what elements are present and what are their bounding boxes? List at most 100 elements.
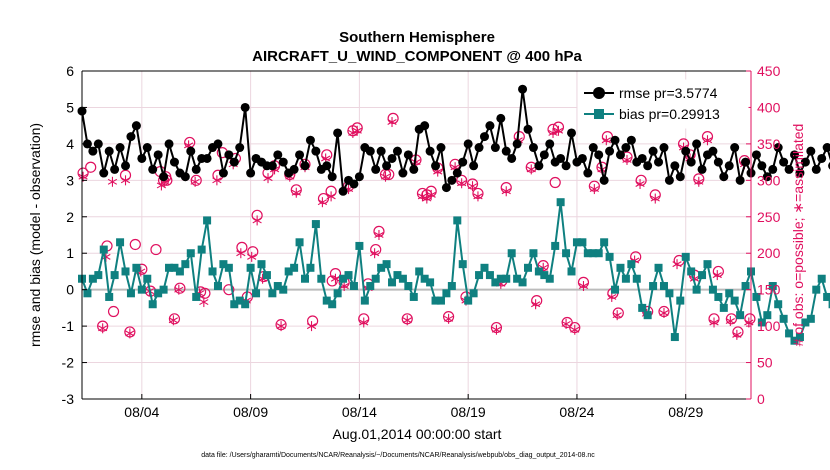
obs-possible-point <box>630 251 642 263</box>
y-tick-label-left: 5 <box>66 99 74 115</box>
bias-point <box>496 274 505 283</box>
bias-point <box>393 271 402 280</box>
y-tick-label-left: -1 <box>62 318 75 334</box>
bias-point <box>126 289 135 298</box>
rmse-point <box>300 161 310 171</box>
y-tick-label-right: 300 <box>757 172 781 188</box>
rmse-point <box>169 157 179 167</box>
bias-point <box>605 252 614 261</box>
legend-rmse-marker <box>593 87 605 99</box>
obs-assimilated-point <box>501 186 511 197</box>
bias-point <box>812 285 821 294</box>
obs-possible-point <box>107 305 120 318</box>
x-tick-label: 08/04 <box>124 404 159 420</box>
y-tick-label-right: 50 <box>757 355 773 371</box>
obs-assimilated-point <box>120 175 131 186</box>
rmse-point <box>463 139 473 149</box>
bias-point <box>643 311 652 320</box>
obs-possible-point <box>531 295 543 307</box>
rmse-point <box>431 161 441 171</box>
bias-point <box>545 274 554 283</box>
bias-point <box>377 263 386 272</box>
rmse-point <box>523 124 533 134</box>
bias-point <box>828 300 830 309</box>
y-axis-label-right: # of obs: o=possible; ∗=assimilated <box>790 124 806 347</box>
rmse-point <box>82 139 92 149</box>
obs-assimilated-point <box>369 248 380 259</box>
obs-possible-point <box>561 316 573 329</box>
footnote: data file: /Users/gharamti/Documents/NCA… <box>201 452 595 459</box>
bias-point <box>317 274 326 283</box>
bias-point <box>480 263 489 272</box>
bias-point <box>790 336 799 345</box>
obs-assimilated-point <box>359 317 369 328</box>
rmse-point <box>311 146 321 156</box>
bias-point <box>540 271 549 280</box>
y-tick-label-left: 0 <box>66 282 74 298</box>
rmse-point <box>779 157 789 167</box>
bias-point <box>398 274 407 283</box>
obs-assimilated-point <box>672 259 682 270</box>
rmse-point <box>719 172 729 182</box>
y-tick-label-left: -3 <box>62 391 75 407</box>
bias-point <box>273 282 282 291</box>
rmse-point <box>121 161 131 171</box>
rmse-point <box>806 146 816 156</box>
bias-point <box>224 263 233 272</box>
rmse-point <box>159 172 169 182</box>
bias-point <box>649 282 658 291</box>
bias-point <box>339 274 348 283</box>
rmse-point <box>213 139 223 149</box>
obs-assimilated-point <box>168 315 178 326</box>
rmse-point <box>518 84 528 94</box>
obs-assimilated-point <box>702 135 713 146</box>
data-marks <box>77 84 830 345</box>
rmse-point <box>305 135 315 145</box>
rmse-point <box>528 143 538 153</box>
obs-assimilated-point <box>622 154 632 165</box>
legend-rmse-label: rmse pr=3.5774 <box>619 85 718 101</box>
bias-point <box>159 285 168 294</box>
rmse-point <box>588 143 598 153</box>
obs-assimilated-point <box>457 178 467 189</box>
rmse-point <box>164 139 174 149</box>
rmse-point <box>420 121 430 131</box>
obs-assimilated-point <box>236 248 246 259</box>
bias-point <box>513 274 522 283</box>
rmse-point <box>452 168 462 178</box>
rmse-point <box>556 153 566 163</box>
rmse-point <box>447 175 457 185</box>
rmse-point <box>441 183 451 193</box>
obs-assimilated-point <box>553 125 564 136</box>
rmse-point <box>322 161 332 171</box>
obs-assimilated-point <box>374 230 384 240</box>
rmse-point <box>675 172 685 182</box>
rmse-point <box>295 150 305 160</box>
bias-point <box>404 282 413 291</box>
bias-point <box>279 285 288 294</box>
obs-assimilated-point <box>635 178 645 189</box>
bias-point <box>311 220 320 229</box>
rmse-point <box>773 143 783 153</box>
rmse-point <box>235 143 245 153</box>
obs-assimilated-point <box>526 164 536 175</box>
rmse-point <box>811 164 821 174</box>
obs-assimilated-point <box>530 299 541 310</box>
rmse-point <box>474 143 484 153</box>
bias-point <box>306 263 315 272</box>
rmse-point <box>610 135 620 145</box>
rmse-point <box>186 146 196 156</box>
bias-point <box>730 296 739 305</box>
bias-point <box>366 282 375 291</box>
bias-point <box>736 311 745 320</box>
x-axis-label: Aug.01,2014 00:00:00 start <box>333 426 502 442</box>
obs-assimilated-point <box>422 193 432 204</box>
obs-assimilated-point <box>561 318 571 329</box>
bias-point <box>627 260 636 269</box>
bias-point <box>382 260 391 269</box>
obs-assimilated-point <box>570 324 580 335</box>
rmse-point <box>768 164 778 174</box>
rmse-point <box>229 157 239 167</box>
y-tick-label-right: 350 <box>757 136 781 152</box>
